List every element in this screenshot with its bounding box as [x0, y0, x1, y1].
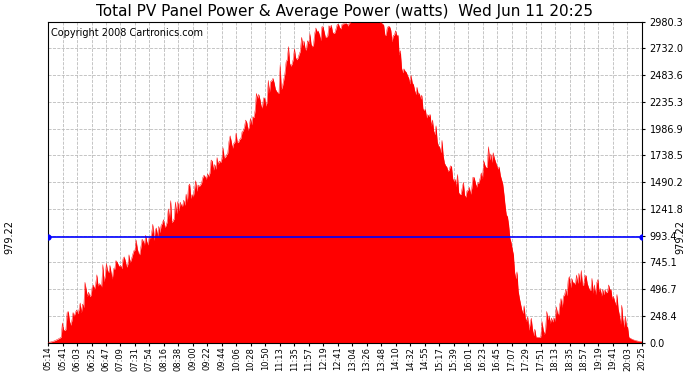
- Text: 979.22: 979.22: [676, 220, 686, 254]
- Text: 979.22: 979.22: [4, 220, 14, 254]
- Title: Total PV Panel Power & Average Power (watts)  Wed Jun 11 20:25: Total PV Panel Power & Average Power (wa…: [97, 4, 593, 19]
- Text: Copyright 2008 Cartronics.com: Copyright 2008 Cartronics.com: [51, 28, 203, 38]
